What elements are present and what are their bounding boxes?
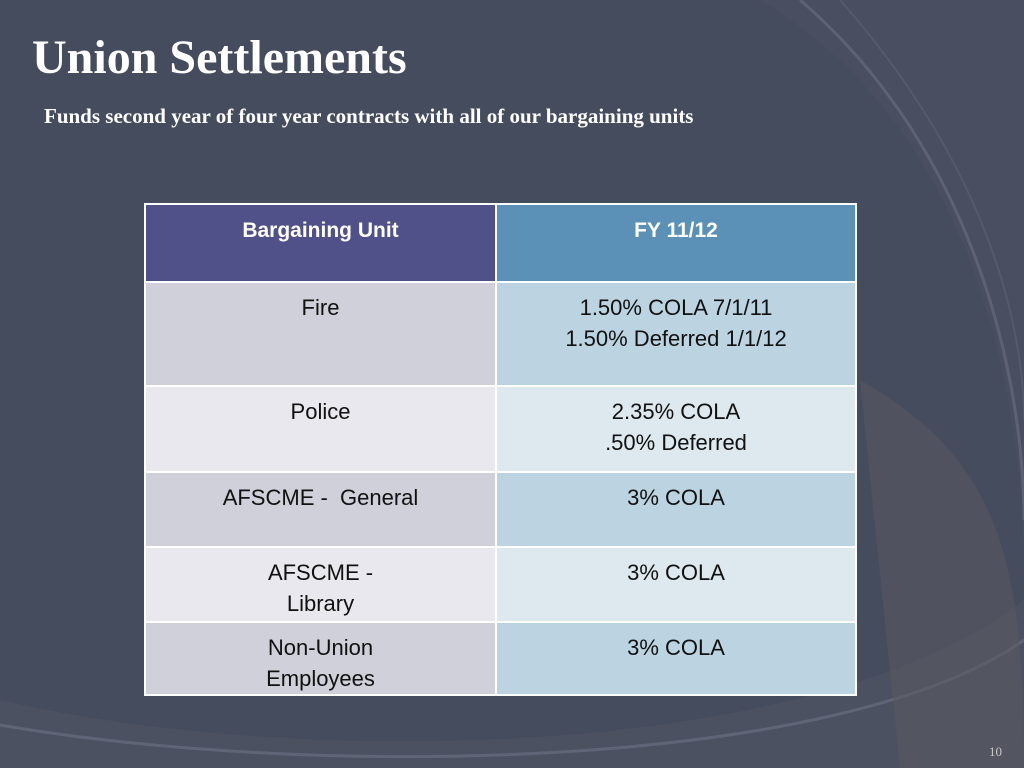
- cell-unit: Fire: [144, 281, 497, 387]
- cell-unit: AFSCME - General: [144, 471, 497, 548]
- table-row: AFSCME - Library 3% COLA: [144, 546, 857, 623]
- cell-unit: Non-Union Employees: [144, 621, 497, 696]
- cell-text: .50% Deferred: [605, 430, 747, 455]
- slide-subtitle: Funds second year of four year contracts…: [44, 104, 694, 128]
- cell-text: Fire: [301, 295, 340, 320]
- cell-text: 3% COLA: [627, 485, 725, 510]
- cell-text: 1.50% COLA 7/1/11: [579, 295, 773, 320]
- table-header-row: Bargaining Unit FY 11/12: [144, 203, 857, 283]
- cell-text: AFSCME -: [267, 560, 374, 585]
- settlements-table: Bargaining Unit FY 11/12 Fire 1.50% COLA…: [144, 203, 857, 696]
- cell-value: 3% COLA: [495, 471, 857, 548]
- cell-unit: Police: [144, 385, 497, 473]
- cell-text: 3% COLA: [627, 635, 725, 660]
- table-row: AFSCME - General 3% COLA: [144, 471, 857, 548]
- cell-text: Non-Union: [267, 635, 374, 660]
- table-row: Fire 1.50% COLA 7/1/11 1.50% Deferred 1/…: [144, 281, 857, 387]
- cell-value: 3% COLA: [495, 546, 857, 623]
- cell-text: Employees: [266, 666, 375, 691]
- cell-value: 2.35% COLA .50% Deferred: [495, 385, 857, 473]
- cell-unit: AFSCME - Library: [144, 546, 497, 623]
- page-number: 10: [989, 744, 1002, 759]
- header-bargaining-unit: Bargaining Unit: [144, 203, 497, 283]
- cell-text: 1.50% Deferred 1/1/12: [565, 326, 787, 351]
- cell-value: 1.50% COLA 7/1/11 1.50% Deferred 1/1/12: [495, 281, 857, 387]
- header-fy: FY 11/12: [495, 203, 857, 283]
- cell-text: 2.35% COLA: [611, 399, 741, 424]
- cell-text: Library: [286, 591, 355, 616]
- slide-title: Union Settlements: [32, 31, 407, 84]
- cell-value: 3% COLA: [495, 621, 857, 696]
- cell-text: Police: [290, 399, 351, 424]
- table-row: Police 2.35% COLA .50% Deferred: [144, 385, 857, 473]
- cell-text: 3% COLA: [627, 560, 725, 585]
- table-row: Non-Union Employees 3% COLA: [144, 621, 857, 696]
- cell-text: AFSCME - General: [222, 485, 419, 510]
